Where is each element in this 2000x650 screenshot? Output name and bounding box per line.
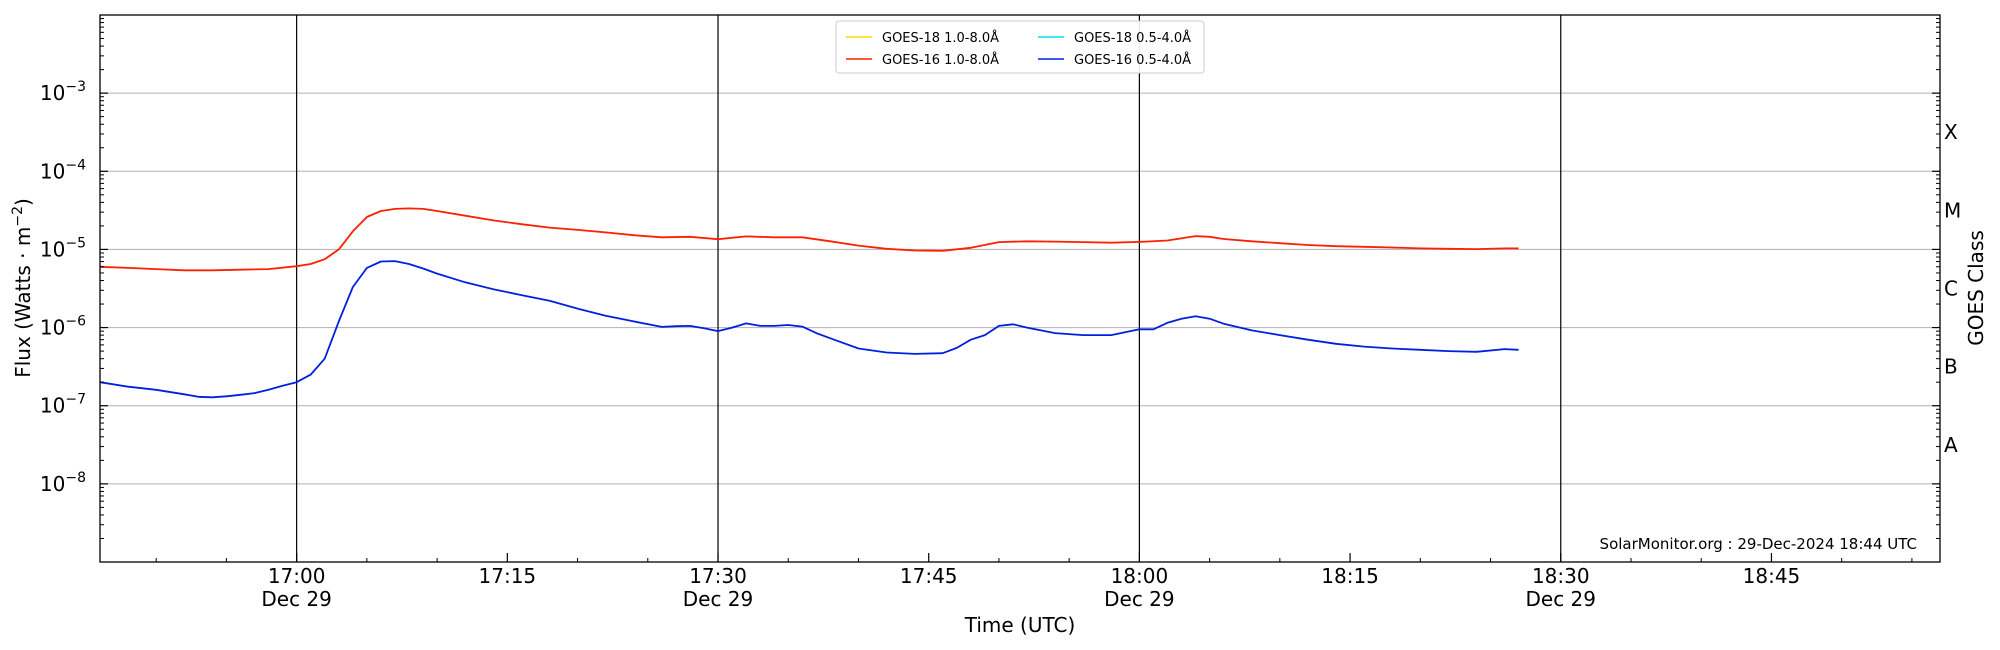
y-axis-label: Flux (Watts · m−2) xyxy=(10,198,35,378)
day-marker-lines xyxy=(296,15,1562,562)
legend-items: GOES-18 1.0-8.0Å GOES-16 1.0-8.0Å GOES-18 … xyxy=(846,30,1191,68)
y-tick-label: 10−5 xyxy=(40,235,86,261)
y-tick-label: 10−4 xyxy=(40,157,86,183)
y-tick-exponent: −5 xyxy=(65,235,86,251)
goes-class-axis-label: GOES Class xyxy=(1964,230,1988,346)
goes-class-label: A xyxy=(1944,433,1958,457)
goes-class-label: M xyxy=(1944,198,1961,222)
legend-box xyxy=(835,20,1205,74)
x-tick-label: 18:00 xyxy=(1111,564,1169,588)
y-tick-mantissa: 10 xyxy=(40,237,65,261)
series-line xyxy=(99,260,1519,399)
x-tick-label: 17:30 xyxy=(689,564,747,588)
y-tick-exponent: −4 xyxy=(65,157,86,173)
legend-label: GOES-16 0.5-4.0Å xyxy=(1074,52,1191,68)
x-tick-label: 17:00 xyxy=(268,564,326,588)
x-tick-label: 17:15 xyxy=(479,564,537,588)
y-tick-exponent: −7 xyxy=(65,392,86,408)
y-tick-exponent: −6 xyxy=(65,314,86,330)
series-group xyxy=(99,207,1519,399)
y-axis-label-text: Flux (Watts · m xyxy=(11,227,35,378)
y-tick-exponent: −8 xyxy=(65,470,86,486)
y-tick-label: 10−6 xyxy=(40,314,86,340)
legend-label: GOES-18 0.5-4.0Å xyxy=(1074,30,1191,46)
x-tick-date-label: Dec 29 xyxy=(683,587,754,611)
x-axis-label: Time (UTC) xyxy=(964,613,1076,637)
goes-class-label: C xyxy=(1944,277,1958,301)
y-tick-mantissa: 10 xyxy=(40,81,65,105)
y-axis: 10−810−710−610−510−410−3 xyxy=(40,18,1940,539)
goes-class-axis: A B C M X xyxy=(1944,120,1961,457)
grid-lines xyxy=(100,92,1940,485)
y-tick-mantissa: 10 xyxy=(40,159,65,183)
legend-label: GOES-18 1.0-8.0Å xyxy=(882,30,999,46)
plot-frame xyxy=(99,14,1941,563)
y-tick-mantissa: 10 xyxy=(40,394,65,418)
x-tick-label: 18:45 xyxy=(1743,564,1801,588)
y-tick-exponent: −3 xyxy=(65,79,86,95)
goes-class-label: X xyxy=(1944,120,1958,144)
x-tick-date-label: Dec 29 xyxy=(1526,587,1597,611)
y-axis-label-close: ) xyxy=(11,198,35,206)
x-tick-label: 18:15 xyxy=(1321,564,1379,588)
x-tick-label: 17:45 xyxy=(900,564,958,588)
y-tick-label: 10−8 xyxy=(40,470,86,496)
legend: GOES-18 1.0-8.0Å GOES-16 1.0-8.0Å GOES-18 … xyxy=(835,20,1205,74)
x-tick-date-label: Dec 29 xyxy=(1104,587,1175,611)
x-tick-date-label: Dec 29 xyxy=(261,587,332,611)
goes-class-label: B xyxy=(1944,355,1958,379)
y-axis-label-exponent: −2 xyxy=(10,206,26,227)
y-tick-mantissa: 10 xyxy=(40,316,65,340)
y-tick-label: 10−7 xyxy=(40,392,86,418)
x-tick-label: 18:30 xyxy=(1532,564,1590,588)
series-line xyxy=(99,207,1519,272)
legend-label: GOES-16 1.0-8.0Å xyxy=(882,52,999,68)
watermark: SolarMonitor.org : 29-Dec-2024 18:44 UTC xyxy=(1600,535,1917,553)
y-tick-mantissa: 10 xyxy=(40,472,65,496)
y-tick-label: 10−3 xyxy=(40,79,86,105)
